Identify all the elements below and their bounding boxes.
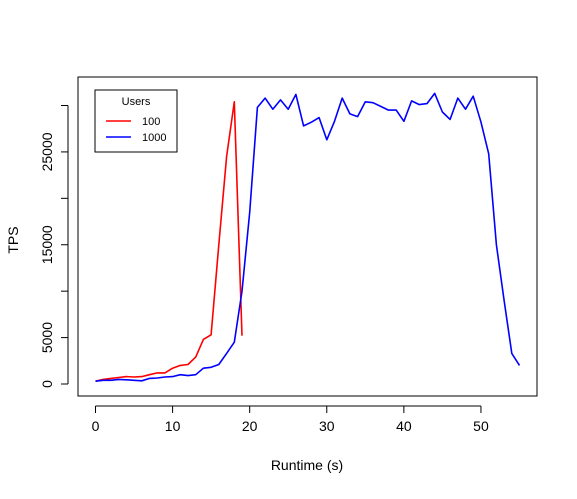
legend-title: Users xyxy=(122,96,151,108)
series-layer xyxy=(95,92,521,382)
series-line-100 xyxy=(95,101,243,382)
legend-label-1000: 1000 xyxy=(142,132,166,144)
series-line-1000 xyxy=(95,92,521,382)
x-tick-label: 50 xyxy=(473,418,489,434)
x-tick-label: 20 xyxy=(242,418,258,434)
legend-label-100: 100 xyxy=(142,116,160,128)
y-tick-label: 15000 xyxy=(39,225,55,264)
plot-frame xyxy=(77,76,538,397)
y-tick-label: 5000 xyxy=(39,322,55,353)
legend: Users 100 1000 xyxy=(94,89,178,153)
axes-layer: 0 10 20 30 40 50 0 5000 15000 25000 xyxy=(39,76,538,434)
y-axis-label: TPS xyxy=(5,226,21,253)
x-tick-label: 10 xyxy=(165,418,181,434)
x-tick-label: 30 xyxy=(319,418,335,434)
x-axis-label: Runtime (s) xyxy=(271,457,343,473)
y-tick-label: 25000 xyxy=(39,132,55,171)
y-tick-label: 0 xyxy=(39,380,55,388)
x-tick-label: 0 xyxy=(92,418,100,434)
x-tick-label: 40 xyxy=(396,418,412,434)
